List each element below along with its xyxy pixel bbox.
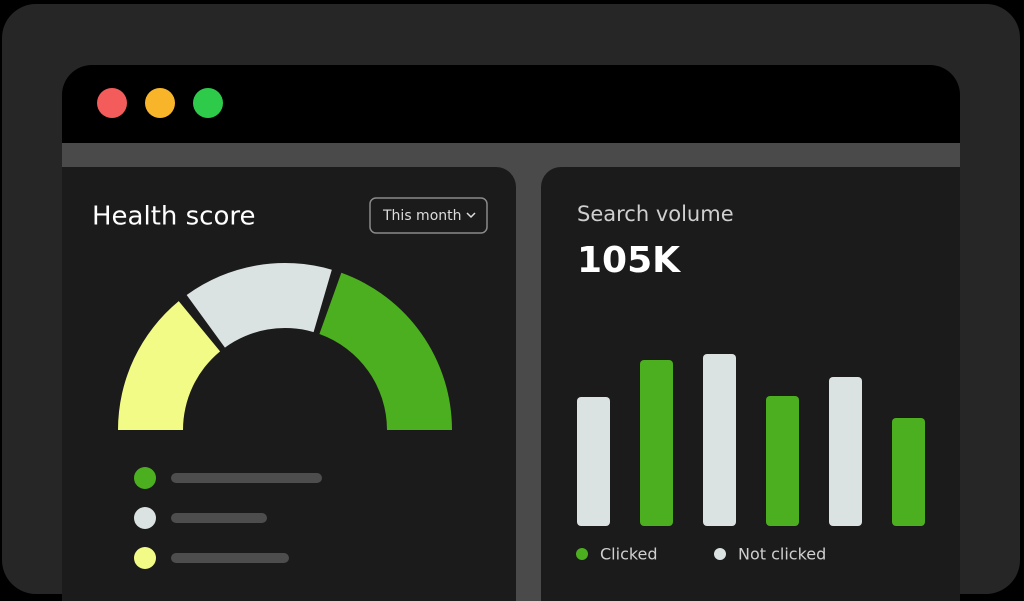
- legend-dot: [134, 507, 156, 529]
- legend-dot: [134, 547, 156, 569]
- panel-title: Health score: [92, 202, 256, 232]
- placeholder-line: [171, 473, 322, 483]
- bar: [577, 397, 610, 526]
- placeholder-line: [171, 553, 289, 563]
- legend-label: Not clicked: [738, 545, 826, 564]
- gauge-segment: [118, 301, 221, 430]
- gauge-segment: [319, 272, 452, 430]
- close-button[interactable]: [97, 88, 127, 118]
- legend-label: Clicked: [600, 545, 658, 564]
- maximize-button[interactable]: [193, 88, 223, 118]
- chevron[interactable]: [466, 212, 476, 219]
- bar: [829, 377, 862, 526]
- panel-title: Search volume: [577, 202, 734, 226]
- bar: [640, 360, 673, 526]
- bar: [892, 418, 925, 526]
- bar: [703, 354, 736, 526]
- gauge-segment: [186, 263, 332, 348]
- headline-value: 105K: [577, 240, 681, 281]
- filter-dropdown[interactable]: This month: [369, 197, 488, 234]
- legend-dot: [134, 467, 156, 489]
- dropdown-box[interactable]: [369, 197, 488, 234]
- placeholder-line: [171, 513, 267, 523]
- search-panel: [541, 167, 960, 601]
- legend-dot: [714, 548, 726, 560]
- minimize-button[interactable]: [145, 88, 175, 118]
- dropdown-label[interactable]: This month: [382, 208, 462, 224]
- health-panel: [62, 167, 516, 601]
- legend-dot: [576, 548, 588, 560]
- bar: [766, 396, 799, 526]
